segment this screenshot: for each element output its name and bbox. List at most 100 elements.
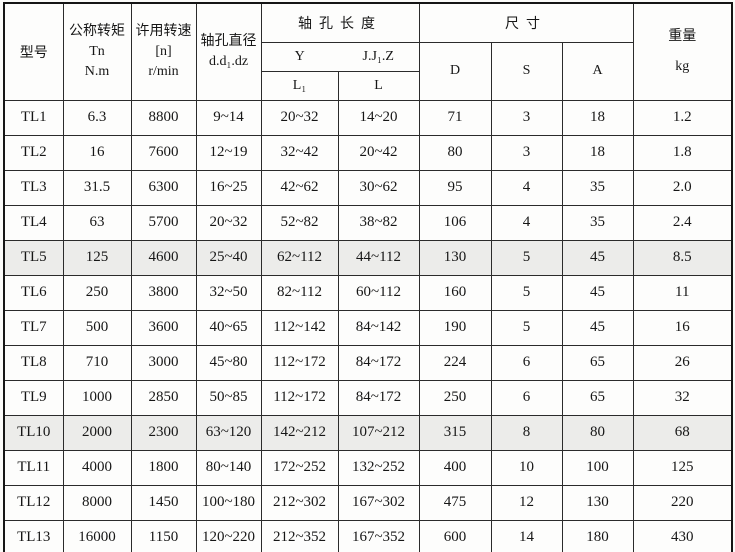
cell-bore-diameter: 120~220 bbox=[195, 519, 262, 552]
table-row: TL4 63 5700 20~32 52~82 38~82 106 4 35 2.4 bbox=[3, 204, 733, 241]
cell-dim-s: 5 bbox=[490, 274, 563, 311]
cell-model: TL1 bbox=[3, 99, 64, 136]
table-row: TL7 500 3600 40~65 112~142 84~142 190 5 45 16 bbox=[3, 309, 733, 346]
header-bore-length-types: Y J.J₁.Z bbox=[260, 41, 420, 72]
table-row: TL8 710 3000 45~80 112~172 84~172 224 6 65 26 bbox=[3, 344, 733, 381]
cell-model: TL4 bbox=[3, 204, 64, 241]
cell-dim-d: 400 bbox=[418, 449, 492, 486]
cell-torque: 16 bbox=[62, 134, 132, 171]
cell-dim-d: 106 bbox=[418, 204, 492, 241]
cell-dim-s: 4 bbox=[490, 169, 563, 206]
cell-model: TL3 bbox=[3, 169, 64, 206]
cell-speed: 7600 bbox=[130, 134, 197, 171]
cell-dim-d: 95 bbox=[418, 169, 492, 206]
header-row-3: L₁ L bbox=[4, 70, 732, 101]
header-col-s: S bbox=[490, 41, 563, 101]
cell-dim-d: 190 bbox=[418, 309, 492, 346]
cell-weight: 26 bbox=[632, 344, 733, 381]
header-bore-length-label: 轴孔长度 bbox=[298, 16, 382, 32]
header-bore-length: 轴孔长度 bbox=[260, 2, 420, 43]
cell-length-l1: 52~82 bbox=[260, 204, 339, 241]
cell-length-l: 84~172 bbox=[337, 379, 420, 416]
cell-weight: 1.8 bbox=[632, 134, 733, 171]
cell-model: TL11 bbox=[3, 449, 64, 486]
cell-model: TL5 bbox=[3, 239, 64, 276]
cell-torque: 63 bbox=[62, 204, 132, 241]
cell-torque: 2000 bbox=[62, 414, 132, 451]
cell-length-l1: 32~42 bbox=[260, 134, 339, 171]
cell-torque: 4000 bbox=[62, 449, 132, 486]
table-row: TL1 6.3 8800 9~14 20~32 14~20 71 3 18 1.2 bbox=[3, 99, 733, 136]
cell-dim-s: 12 bbox=[490, 484, 563, 521]
header-type-y: Y bbox=[294, 48, 305, 64]
cell-weight: 8.5 bbox=[632, 239, 733, 276]
cell-torque: 250 bbox=[62, 274, 132, 311]
cell-dim-a: 65 bbox=[561, 379, 634, 416]
cell-bore-diameter: 40~65 bbox=[195, 309, 262, 346]
cell-length-l1: 112~172 bbox=[260, 344, 339, 381]
header-speed-label: 许用转速 bbox=[135, 23, 192, 39]
cell-length-l1: 172~252 bbox=[260, 449, 339, 486]
cell-speed: 5700 bbox=[130, 204, 197, 241]
cell-dim-a: 45 bbox=[561, 274, 634, 311]
cell-model: TL7 bbox=[3, 309, 64, 346]
cell-dim-s: 4 bbox=[490, 204, 563, 241]
cell-dim-a: 45 bbox=[561, 309, 634, 346]
cell-speed: 2850 bbox=[130, 379, 197, 416]
cell-torque: 16000 bbox=[62, 519, 132, 552]
cell-length-l1: 142~212 bbox=[260, 414, 339, 451]
cell-dim-s: 10 bbox=[490, 449, 563, 486]
header-torque-unit: N.m bbox=[84, 63, 110, 79]
cell-model: TL2 bbox=[3, 134, 64, 171]
cell-length-l: 44~112 bbox=[337, 239, 420, 276]
cell-speed: 3600 bbox=[130, 309, 197, 346]
cell-length-l: 30~62 bbox=[337, 169, 420, 206]
header-col-d: D bbox=[418, 41, 492, 101]
cell-dim-a: 130 bbox=[561, 484, 634, 521]
cell-bore-diameter: 12~19 bbox=[195, 134, 262, 171]
cell-model: TL12 bbox=[3, 484, 64, 521]
header-speed-unit: r/min bbox=[148, 63, 179, 79]
cell-length-l: 38~82 bbox=[337, 204, 420, 241]
cell-length-l1: 20~32 bbox=[260, 99, 339, 136]
header-bore-diameter-symbol: d.d₁.dz bbox=[208, 53, 249, 69]
cell-speed: 4600 bbox=[130, 239, 197, 276]
header-dimensions-label: 尺寸 bbox=[505, 16, 547, 32]
cell-bore-diameter: 16~25 bbox=[195, 169, 262, 206]
cell-speed: 3800 bbox=[130, 274, 197, 311]
header-weight-unit: kg bbox=[675, 58, 690, 74]
cell-dim-d: 250 bbox=[418, 379, 492, 416]
cell-weight: 430 bbox=[632, 519, 733, 552]
cell-speed: 1150 bbox=[130, 519, 197, 552]
cell-dim-s: 5 bbox=[490, 309, 563, 346]
cell-dim-a: 35 bbox=[561, 204, 634, 241]
header-col-l1: L₁ bbox=[260, 70, 339, 101]
cell-speed: 1800 bbox=[130, 449, 197, 486]
cell-dim-s: 3 bbox=[490, 134, 563, 171]
header-torque-symbol: Tn bbox=[89, 43, 105, 59]
header-col-a: A bbox=[561, 41, 634, 101]
cell-length-l1: 82~112 bbox=[260, 274, 339, 311]
header-row-1: 型号 公称转矩 Tn N.m 许用转速 [n] r/min bbox=[3, 2, 733, 101]
cell-dim-s: 5 bbox=[490, 239, 563, 276]
cell-length-l: 107~212 bbox=[337, 414, 420, 451]
header-model: 型号 bbox=[3, 2, 64, 101]
cell-weight: 220 bbox=[632, 484, 733, 521]
table-row: TL13 16000 1150 120~220 212~352 167~352 600 14 1… bbox=[3, 519, 733, 552]
cell-torque: 31.5 bbox=[62, 169, 132, 206]
cell-torque: 125 bbox=[62, 239, 132, 276]
cell-weight: 125 bbox=[632, 449, 733, 486]
table-row: TL3 31.5 6300 16~25 42~62 30~62 95 4 35 2.0 bbox=[3, 169, 733, 206]
cell-dim-s: 8 bbox=[490, 414, 563, 451]
cell-torque: 6.3 bbox=[62, 99, 132, 136]
cell-dim-s: 6 bbox=[490, 379, 563, 416]
table-row: TL10 2000 2300 63~120 142~212 107~212 315 8 80 68 bbox=[3, 414, 733, 451]
cell-dim-d: 600 bbox=[418, 519, 492, 552]
cell-model: TL8 bbox=[3, 344, 64, 381]
cell-bore-diameter: 20~32 bbox=[195, 204, 262, 241]
cell-model: TL13 bbox=[3, 519, 64, 552]
table-row: TL11 4000 1800 80~140 172~252 132~252 400 10 100… bbox=[3, 449, 733, 486]
cell-dim-a: 18 bbox=[561, 134, 634, 171]
cell-dim-d: 315 bbox=[418, 414, 492, 451]
table-row: TL6 250 3800 32~50 82~112 60~112 160 5 45 11 bbox=[3, 274, 733, 311]
